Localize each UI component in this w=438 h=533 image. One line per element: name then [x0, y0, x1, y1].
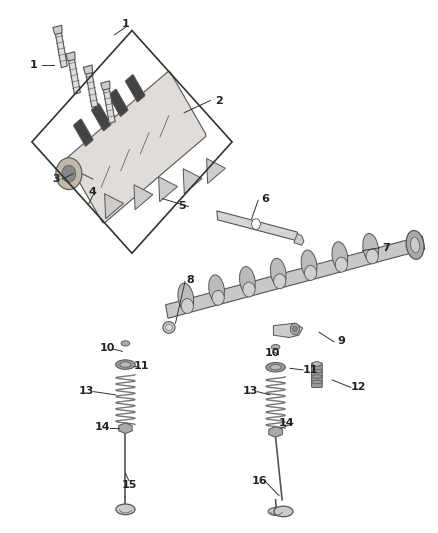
- FancyBboxPatch shape: [92, 103, 111, 131]
- Text: 10: 10: [265, 348, 280, 358]
- Polygon shape: [55, 30, 67, 68]
- Polygon shape: [273, 323, 303, 337]
- Ellipse shape: [116, 360, 135, 369]
- FancyBboxPatch shape: [109, 89, 128, 116]
- Ellipse shape: [268, 507, 285, 515]
- Text: 7: 7: [383, 243, 390, 253]
- Text: 1: 1: [122, 19, 129, 29]
- Ellipse shape: [120, 362, 131, 367]
- Text: 9: 9: [338, 336, 346, 346]
- FancyBboxPatch shape: [311, 363, 322, 387]
- Polygon shape: [217, 211, 298, 241]
- Ellipse shape: [410, 237, 420, 253]
- Ellipse shape: [240, 266, 255, 295]
- Text: 11: 11: [134, 361, 149, 371]
- Ellipse shape: [116, 504, 135, 515]
- Text: 6: 6: [261, 193, 268, 204]
- Circle shape: [293, 326, 297, 332]
- Ellipse shape: [274, 506, 293, 517]
- Polygon shape: [183, 168, 202, 193]
- Ellipse shape: [363, 233, 378, 262]
- Polygon shape: [103, 85, 115, 123]
- Ellipse shape: [121, 341, 130, 346]
- Text: 11: 11: [303, 365, 318, 375]
- Polygon shape: [166, 236, 425, 318]
- Polygon shape: [119, 423, 132, 433]
- Text: 4: 4: [89, 187, 97, 197]
- Text: 15: 15: [121, 480, 137, 490]
- Polygon shape: [83, 65, 92, 75]
- Ellipse shape: [304, 265, 317, 280]
- Ellipse shape: [270, 259, 286, 287]
- Polygon shape: [159, 177, 177, 201]
- Text: 10: 10: [99, 343, 115, 353]
- Ellipse shape: [336, 257, 347, 272]
- Text: 14: 14: [278, 418, 294, 428]
- Ellipse shape: [312, 362, 321, 366]
- Polygon shape: [105, 193, 124, 219]
- Ellipse shape: [271, 344, 280, 350]
- Polygon shape: [53, 25, 62, 35]
- Polygon shape: [66, 52, 75, 61]
- Text: 3: 3: [52, 174, 60, 184]
- Text: 13: 13: [243, 386, 258, 396]
- Text: 13: 13: [78, 386, 94, 396]
- Ellipse shape: [212, 290, 224, 305]
- Ellipse shape: [178, 283, 194, 312]
- Ellipse shape: [243, 282, 255, 297]
- Polygon shape: [207, 158, 226, 183]
- Polygon shape: [68, 56, 80, 94]
- Text: 8: 8: [187, 274, 194, 285]
- Text: 14: 14: [95, 422, 111, 432]
- Ellipse shape: [181, 298, 194, 313]
- Ellipse shape: [406, 230, 424, 260]
- Text: 12: 12: [350, 382, 366, 392]
- Circle shape: [252, 219, 260, 229]
- Circle shape: [56, 158, 82, 190]
- Ellipse shape: [366, 249, 378, 264]
- Polygon shape: [269, 426, 283, 437]
- Ellipse shape: [209, 275, 224, 304]
- Polygon shape: [85, 69, 98, 107]
- Polygon shape: [101, 81, 110, 90]
- Text: 16: 16: [251, 477, 267, 486]
- FancyBboxPatch shape: [125, 75, 145, 102]
- Text: 1: 1: [30, 60, 38, 70]
- Circle shape: [62, 165, 76, 182]
- Circle shape: [290, 323, 300, 335]
- Ellipse shape: [270, 365, 281, 370]
- Ellipse shape: [166, 324, 173, 330]
- FancyBboxPatch shape: [74, 119, 93, 146]
- FancyBboxPatch shape: [67, 71, 206, 223]
- Ellipse shape: [332, 242, 348, 271]
- Polygon shape: [134, 185, 153, 210]
- Ellipse shape: [117, 505, 134, 513]
- Polygon shape: [294, 233, 304, 245]
- Text: 5: 5: [178, 200, 186, 211]
- Ellipse shape: [301, 250, 317, 279]
- Text: 2: 2: [215, 95, 223, 106]
- Ellipse shape: [274, 274, 286, 289]
- Ellipse shape: [163, 321, 175, 333]
- Ellipse shape: [266, 362, 286, 372]
